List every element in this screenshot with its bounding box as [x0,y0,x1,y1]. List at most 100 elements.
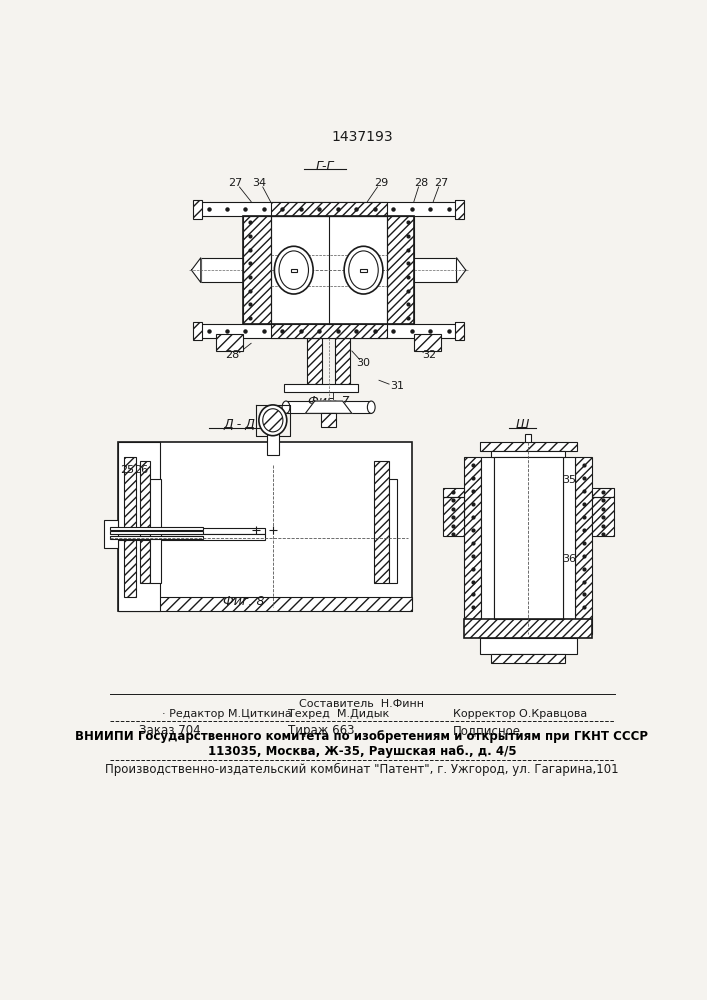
Bar [592,497,614,536]
Text: 28: 28 [414,178,428,188]
Bar [271,324,387,338]
Bar [216,334,243,351]
Bar [455,322,464,340]
Bar [110,527,203,530]
Text: Ш: Ш [515,418,529,431]
Text: Заказ 704: Заказ 704 [139,724,200,737]
Ellipse shape [274,246,313,294]
Bar [193,200,202,219]
Bar [118,597,412,611]
Bar [118,442,160,611]
Bar [201,202,457,216]
Bar [592,497,614,536]
Bar [110,528,265,534]
Text: 28: 28 [225,350,239,360]
Bar [575,457,592,634]
Bar [193,200,202,219]
Bar [286,401,371,413]
Ellipse shape [279,251,308,289]
Bar [443,497,464,536]
Text: Подписное: Подписное [452,724,520,737]
Bar [104,520,118,548]
Bar [307,338,322,384]
Bar [389,479,397,583]
Bar [110,531,203,534]
Ellipse shape [263,409,283,432]
Bar [464,619,592,638]
Text: 31: 31 [390,381,404,391]
Bar [335,338,351,384]
Bar [493,457,563,619]
Bar [491,451,565,457]
Bar [321,413,337,427]
Polygon shape [192,258,201,282]
Bar [414,334,441,351]
Bar [110,534,265,540]
Ellipse shape [344,246,383,294]
Text: 34: 34 [252,178,266,188]
Bar [464,457,481,634]
Bar [243,216,271,324]
Text: Тираж 663: Тираж 663 [288,724,355,737]
Bar [592,488,614,497]
Text: Корректор О.Кравцова: Корректор О.Кравцова [452,709,587,719]
Ellipse shape [259,405,287,436]
Bar [139,461,151,583]
Ellipse shape [282,401,290,413]
Text: 25: 25 [120,465,134,475]
Text: Производственно-издательский комбинат "Патент", г. Ужгород, ул. Гагарина,101: Производственно-издательский комбинат "П… [105,763,619,776]
Text: 1437193: 1437193 [332,130,394,144]
Bar [455,322,464,340]
Text: Д - Д: Д - Д [223,418,255,431]
Bar [321,413,337,427]
Bar [414,258,457,282]
Bar [201,258,243,282]
Polygon shape [305,401,352,413]
Bar [124,457,136,597]
Bar [216,334,243,351]
Text: 30: 30 [356,358,370,368]
Bar [118,597,412,611]
Bar [480,442,577,451]
Bar [151,479,161,583]
Bar [201,324,457,338]
Bar [414,334,441,351]
Bar [373,461,389,583]
Text: Фиг. 9: Фиг. 9 [498,637,539,650]
Bar [491,654,565,663]
Bar [464,457,481,634]
Bar [373,461,389,583]
Bar [575,457,592,634]
Bar [193,322,202,340]
Text: Составитель  Н.Финн: Составитель Н.Финн [300,699,424,709]
Bar [592,488,614,497]
Bar [284,384,358,392]
Bar [455,200,464,219]
Bar [335,338,351,384]
Ellipse shape [349,251,378,289]
Text: 35: 35 [562,475,576,485]
Bar [139,461,151,583]
Text: 32: 32 [422,350,436,360]
Bar [271,202,387,216]
Bar [480,638,577,654]
Bar [193,322,202,340]
Text: 41: 41 [325,400,339,410]
Bar [563,457,575,634]
Bar [387,216,414,324]
Bar [464,619,592,638]
Text: 36: 36 [562,554,576,564]
Bar [291,269,297,272]
Text: · Редактор М.Циткина: · Редактор М.Циткина [162,709,292,719]
Bar [387,216,414,324]
Bar [525,434,531,442]
Bar [481,457,493,634]
Bar [443,488,464,497]
Bar [118,442,412,611]
Text: Фиг. 7: Фиг. 7 [308,395,349,408]
Bar [443,488,464,497]
Bar [491,654,565,663]
Text: Г-Г: Г-Г [315,160,334,173]
Bar [361,269,367,272]
Text: 26: 26 [134,465,148,475]
